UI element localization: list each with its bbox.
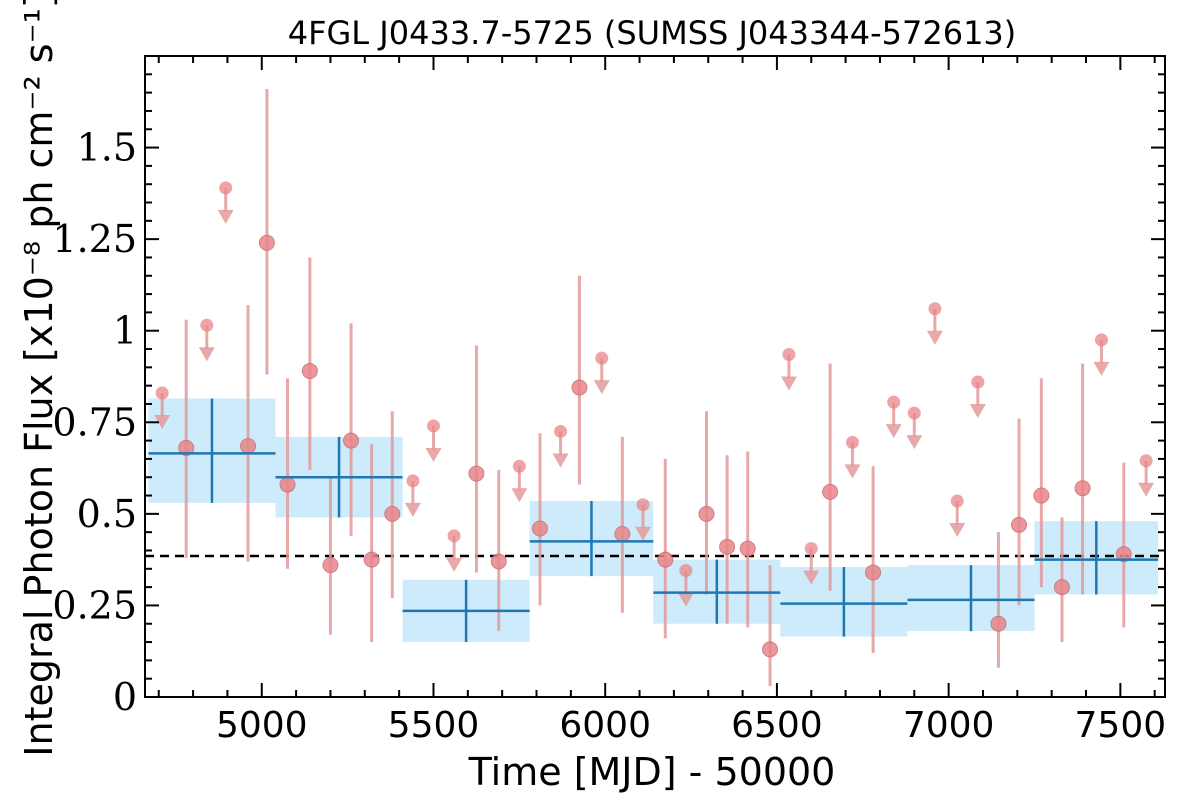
upper-limit-arrow-head <box>1138 482 1155 497</box>
x-tick-label: 6500 <box>731 705 823 746</box>
upper-limit-arrow-head <box>552 453 569 468</box>
upper-limit-point <box>950 494 964 508</box>
y-tick-label: 1.5 <box>77 126 137 170</box>
upper-limit-arrow-head <box>844 464 861 479</box>
upper-limit-point <box>636 498 650 512</box>
upper-limit-arrow-head <box>511 488 528 503</box>
detection-point <box>178 439 195 456</box>
detection-point <box>363 551 380 568</box>
upper-limit-point <box>804 542 818 556</box>
upper-limit-point <box>1094 333 1108 347</box>
upper-limit-arrow-head <box>906 435 923 450</box>
detection-point <box>301 363 318 380</box>
y-tick-label: 0.75 <box>52 400 137 444</box>
detection-point <box>614 526 631 543</box>
upper-limit-point <box>907 406 921 420</box>
upper-limit-point <box>782 348 796 362</box>
detection-point <box>531 520 548 537</box>
plot-frame <box>144 55 1166 698</box>
upper-limit-arrow-head <box>198 347 215 362</box>
detection-point <box>279 476 296 493</box>
y-tick-label: 1.25 <box>52 217 137 261</box>
upper-limit-arrow-head <box>404 502 421 517</box>
detection-point <box>322 557 339 574</box>
detection-point <box>343 432 360 449</box>
upper-limit-point <box>200 318 214 332</box>
upper-limit-arrow-head <box>780 376 797 391</box>
upper-limit-point <box>219 181 233 195</box>
detection-point <box>571 379 588 396</box>
x-tick-label: 7500 <box>1075 705 1167 746</box>
upper-limit-arrow-head <box>154 414 171 429</box>
x-tick-label: 5000 <box>216 705 308 746</box>
upper-limit-arrow-head <box>593 380 610 395</box>
upper-limit-arrow-head <box>803 570 820 585</box>
detection-point <box>1011 516 1028 533</box>
upper-limit-point <box>512 459 526 473</box>
upper-limit-arrow-head <box>425 447 442 462</box>
upper-limit-arrow-head <box>926 330 943 345</box>
y-tick-label: 1 <box>113 309 137 353</box>
upper-limit-point <box>447 529 461 543</box>
y-axis-label: Integral Photon Flux [x10⁻⁸ ph cm⁻² s⁻¹] <box>17 0 61 757</box>
detection-point <box>1115 546 1132 563</box>
upper-limit-point <box>406 474 420 488</box>
detection-point <box>490 553 507 570</box>
detection-point <box>1033 487 1050 504</box>
upper-limit-arrow-head <box>885 424 902 439</box>
upper-limit-arrow-head <box>217 209 234 224</box>
plot-area: 5000 5500 6000 6500 7000 7500 0 0.25 0.5 0.75 1 1.2… <box>52 55 1167 746</box>
detection-point <box>1074 480 1091 497</box>
upper-limit-arrow-head <box>1093 361 1110 376</box>
detection-point <box>384 505 401 522</box>
detection-point <box>739 540 756 557</box>
upper-limit-point <box>971 375 985 389</box>
x-tick-label: 7000 <box>903 705 995 746</box>
detection-point <box>990 615 1007 632</box>
detection-point <box>698 505 715 522</box>
detection-point <box>822 483 839 500</box>
detection-point <box>258 234 275 251</box>
x-tick-label: 5500 <box>388 705 480 746</box>
upper-limit-point <box>928 302 942 316</box>
upper-limit-arrow-head <box>677 592 694 607</box>
upper-limit-arrow-head <box>969 403 986 418</box>
upper-limit-arrow-head <box>949 523 966 538</box>
y-tick-label: 0.5 <box>77 492 137 536</box>
upper-limit-point <box>595 351 609 365</box>
upper-limit-point <box>679 564 693 578</box>
upper-limit-point <box>1139 454 1153 468</box>
detection-point <box>762 641 779 658</box>
upper-limit-point <box>554 424 568 438</box>
upper-limit-point <box>426 419 440 433</box>
x-tick-label: 6000 <box>559 705 651 746</box>
x-axis-label: Time [MJD] - 50000 <box>468 750 836 794</box>
chart-title: 4FGL J0433.7-5725 (SUMSS J043344-572613) <box>288 14 1017 52</box>
upper-limit-point <box>887 395 901 409</box>
detection-point <box>657 551 674 568</box>
detection-point <box>1053 579 1070 596</box>
y-tick-label: 0.25 <box>52 583 137 627</box>
detection-point <box>468 465 485 482</box>
upper-limit-point <box>845 435 859 449</box>
detection-point <box>865 564 882 581</box>
upper-limit-point <box>155 386 169 400</box>
detection-point <box>719 538 736 555</box>
y-tick-label: 0 <box>113 675 137 719</box>
detection-point <box>240 438 257 455</box>
upper-limit-arrow-head <box>446 557 463 572</box>
upper-limit-arrow-head <box>634 526 651 541</box>
